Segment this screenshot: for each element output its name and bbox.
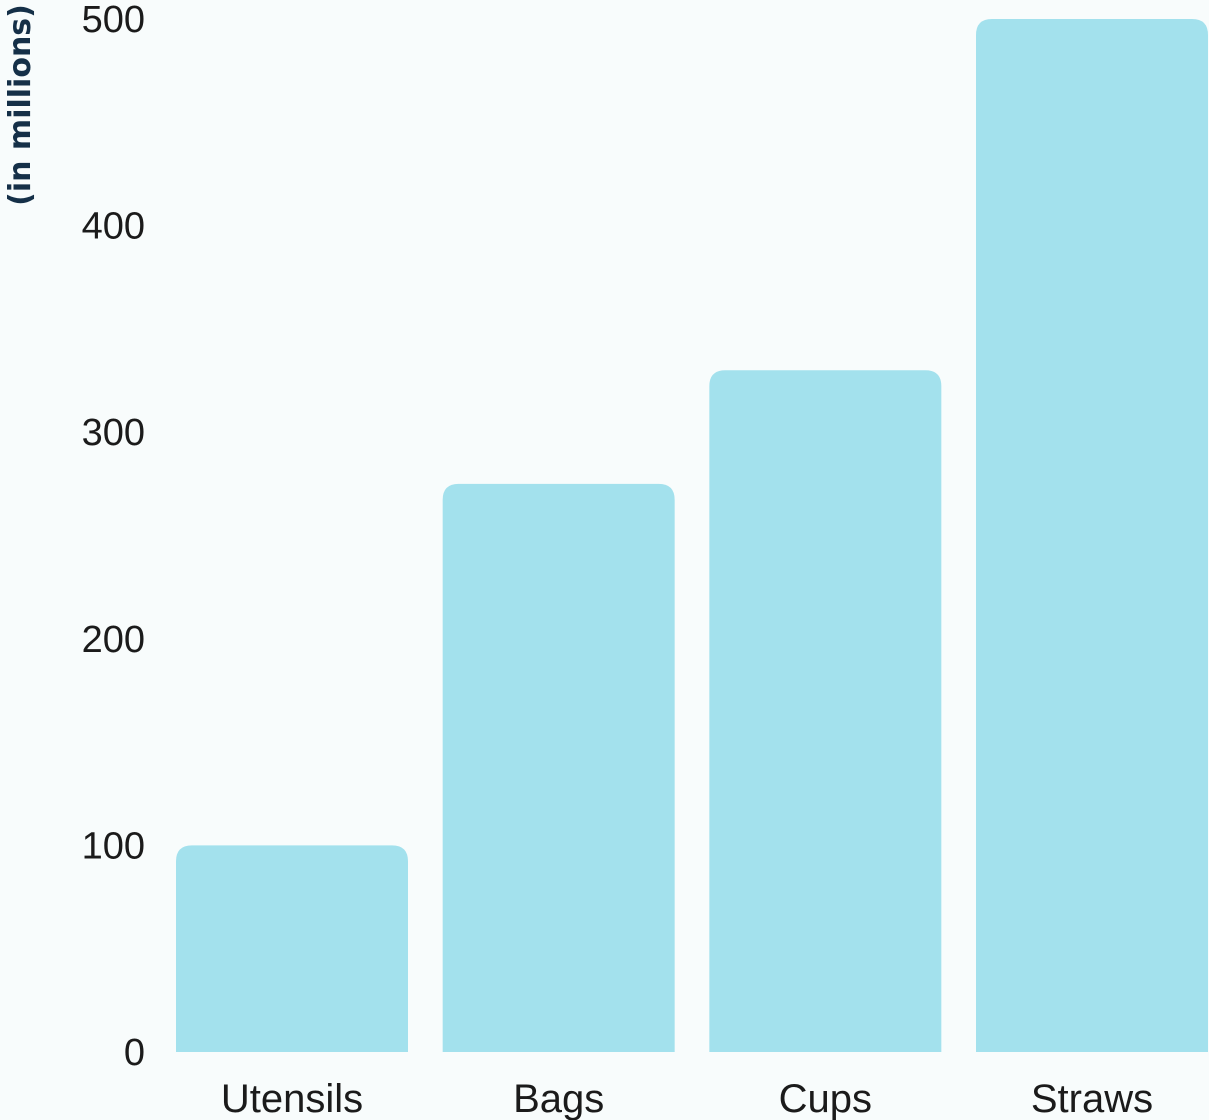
x-tick-label-cups: Cups xyxy=(779,1077,872,1120)
y-axis-ticks: 0 100 200 300 400 500 xyxy=(82,0,145,1074)
bar-straws xyxy=(976,19,1208,1052)
x-axis-labels: Utensils Bags Cups Straws xyxy=(221,1077,1153,1120)
y-tick-label: 500 xyxy=(82,0,145,41)
y-tick-label: 300 xyxy=(82,412,145,454)
bar-utensils xyxy=(176,845,408,1052)
y-tick-label: 0 xyxy=(124,1032,145,1074)
y-tick-label: 400 xyxy=(82,206,145,248)
x-tick-label-bags: Bags xyxy=(513,1077,604,1120)
y-tick-label: 200 xyxy=(82,619,145,661)
x-tick-label-straws: Straws xyxy=(1031,1077,1153,1120)
bar-bags xyxy=(442,483,675,1053)
bars xyxy=(176,19,1208,1053)
x-tick-label-utensils: Utensils xyxy=(221,1077,363,1120)
y-axis-label: (in millions) xyxy=(3,4,38,206)
bar-cups xyxy=(709,370,942,1053)
y-tick-label: 100 xyxy=(82,825,145,867)
